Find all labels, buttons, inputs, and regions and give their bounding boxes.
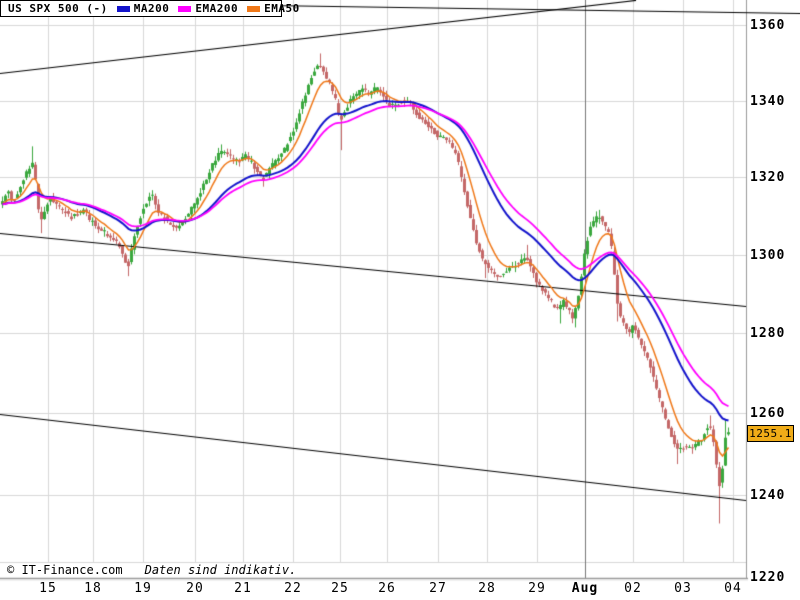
x-tick-label-18: 18 (84, 581, 102, 596)
x-tick-label-28: 28 (478, 581, 496, 596)
y-tick-label-1280: 1280 (750, 326, 786, 342)
ma200-label: MA200 (133, 2, 170, 15)
legend-item-ema50: EMA50 (247, 2, 300, 15)
x-tick-label-20: 20 (186, 581, 204, 596)
y-tick-label-1300: 1300 (750, 247, 786, 263)
chart-legend: US SPX 500 (-) MA200 EMA200 EMA50 (0, 0, 299, 17)
ema200-label: EMA200 (195, 2, 239, 15)
last-price-marker: 1255.1 (747, 425, 794, 443)
chart-footer: © IT-Finance.com Daten sind indikativ. (7, 563, 296, 577)
ema50-swatch-icon (247, 5, 261, 12)
y-tick-label-1260: 1260 (750, 406, 786, 422)
ema200-swatch-icon (178, 5, 192, 12)
y-tick-label-1360: 1360 (750, 18, 786, 34)
x-tick-label-22: 22 (284, 581, 302, 596)
legend-item-ma200: MA200 (116, 2, 170, 15)
x-tick-label-02: 02 (624, 581, 642, 596)
instrument-title: US SPX 500 (-) (8, 2, 108, 15)
y-tick-label-1220: 1220 (750, 570, 786, 586)
x-tick-label-03: 03 (674, 581, 692, 596)
x-tick-label-26: 26 (378, 581, 396, 596)
x-tick-label-21: 21 (234, 581, 252, 596)
x-tick-label-25: 25 (331, 581, 349, 596)
last-price-value: 1255.1 (749, 427, 792, 441)
x-tick-label-15: 15 (39, 581, 57, 596)
ma200-swatch-icon (116, 5, 130, 12)
x-tick-label-29: 29 (528, 581, 546, 596)
x-tick-label-04: 04 (724, 581, 742, 596)
y-tick-label-1340: 1340 (750, 93, 786, 109)
x-tick-label-Aug: Aug (571, 581, 599, 596)
x-tick-label-19: 19 (134, 581, 152, 596)
y-tick-label-1320: 1320 (750, 170, 786, 186)
ema50-label: EMA50 (264, 2, 300, 15)
legend-item-ema200: EMA200 (178, 2, 238, 15)
copyright-text: © IT-Finance.com (7, 563, 123, 577)
disclaimer-text: Daten sind indikativ. (144, 563, 297, 577)
x-tick-label-27: 27 (429, 581, 447, 596)
y-tick-label-1240: 1240 (750, 487, 786, 503)
